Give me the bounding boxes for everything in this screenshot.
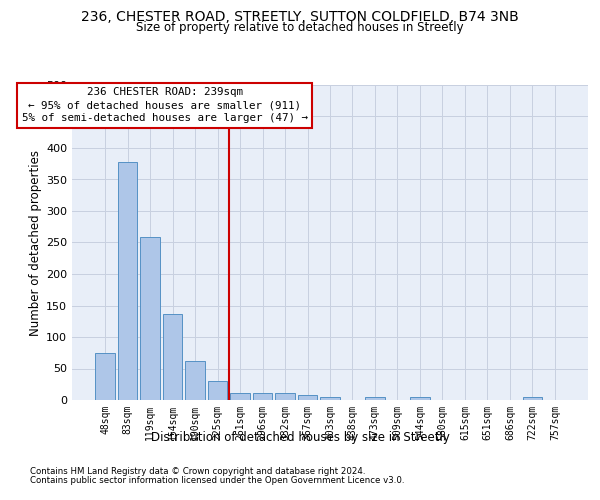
Bar [523,397,542,400]
Text: Contains HM Land Registry data © Crown copyright and database right 2024.: Contains HM Land Registry data © Crown c… [30,467,365,476]
Text: 236 CHESTER ROAD: 239sqm
← 95% of detached houses are smaller (911)
5% of semi-d: 236 CHESTER ROAD: 239sqm ← 95% of detach… [22,87,308,124]
Bar [253,393,272,400]
Bar [163,314,182,400]
Bar [95,353,115,400]
Text: Distribution of detached houses by size in Streetly: Distribution of detached houses by size … [151,431,449,444]
Bar [365,397,385,400]
Bar [320,397,340,400]
Bar [118,162,137,400]
Bar [298,395,317,400]
Bar [410,397,430,400]
Bar [275,393,295,400]
Text: Contains public sector information licensed under the Open Government Licence v3: Contains public sector information licen… [30,476,404,485]
Bar [140,237,160,400]
Bar [230,393,250,400]
Bar [185,361,205,400]
Text: 236, CHESTER ROAD, STREETLY, SUTTON COLDFIELD, B74 3NB: 236, CHESTER ROAD, STREETLY, SUTTON COLD… [81,10,519,24]
Bar [208,381,227,400]
Text: Size of property relative to detached houses in Streetly: Size of property relative to detached ho… [136,21,464,34]
Y-axis label: Number of detached properties: Number of detached properties [29,150,42,336]
